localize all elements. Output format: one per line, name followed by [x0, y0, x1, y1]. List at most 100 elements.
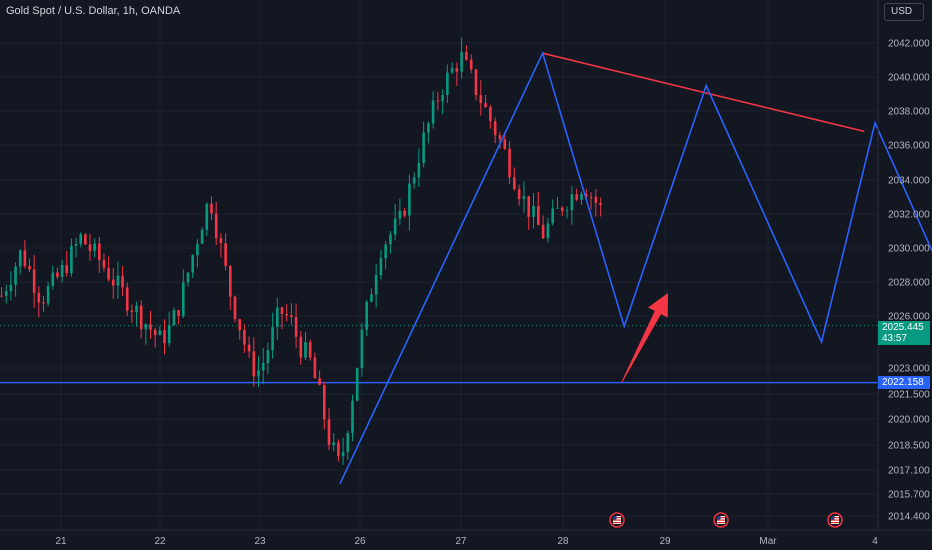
candle-body: [266, 350, 270, 364]
candle-body: [537, 205, 540, 225]
price-axis[interactable]: 2042.000 2040.000 2038.000 2036.000 2034.000…: [877, 0, 930, 530]
us-flag-icon: [609, 512, 625, 528]
candle-body: [125, 287, 129, 311]
candle-body: [417, 163, 421, 178]
candle-body: [551, 208, 554, 224]
candle-body: [70, 245, 73, 274]
drawings: [339, 50, 932, 485]
flag-stripe: [717, 517, 725, 519]
candle-body: [51, 272, 55, 286]
candle-body: [503, 139, 507, 149]
candle-body: [182, 282, 185, 316]
flag-stripe: [613, 519, 621, 521]
candle-body: [484, 103, 487, 108]
candle-body: [56, 272, 59, 277]
candle-body: [493, 121, 497, 136]
candle-body: [370, 294, 373, 302]
candle-body: [79, 234, 83, 244]
candle-body: [0, 295, 3, 297]
candle-body: [191, 255, 194, 273]
candle-body: [23, 250, 27, 267]
candle-body: [163, 330, 166, 344]
horizontal-lines: [0, 325, 878, 384]
candle-body: [398, 210, 402, 219]
projection-arrow: [621, 293, 668, 383]
candle-body: [205, 203, 209, 230]
candle-body: [427, 123, 430, 133]
price-tick-label: 2026.000: [888, 312, 930, 323]
candle-body: [323, 384, 326, 420]
candle-body: [247, 344, 251, 352]
price-tick-label: 2040.000: [888, 73, 930, 84]
flag-stripe: [831, 522, 839, 524]
candle-body: [121, 275, 124, 288]
candle-body: [139, 305, 143, 330]
flag-canton: [717, 516, 721, 520]
candle-body: [252, 351, 256, 377]
time-tick-label: 23: [254, 536, 266, 547]
candle-body: [408, 183, 411, 216]
price-tick-label: 2038.000: [888, 107, 930, 118]
candle-body: [441, 94, 444, 102]
candle-body: [332, 442, 335, 446]
candle-body: [436, 100, 440, 102]
candle-body: [365, 301, 368, 330]
candle-body: [111, 279, 115, 286]
flag-canton: [831, 516, 835, 520]
time-axis[interactable]: 21 22 23 26 27 28 29 Mar 4: [0, 529, 932, 547]
candle-body: [327, 419, 331, 446]
candle-body: [290, 315, 293, 318]
candle-body: [304, 342, 307, 358]
candle-body: [46, 285, 50, 304]
time-tick-label: 28: [557, 536, 569, 547]
candle-body: [42, 302, 45, 304]
candle-body: [285, 314, 288, 316]
candle-body: [570, 194, 574, 211]
time-tick-label: Mar: [759, 536, 777, 547]
flag-canton: [613, 516, 617, 520]
candle-body: [60, 265, 64, 277]
candle-body: [431, 100, 435, 124]
currency-button[interactable]: USD: [884, 3, 924, 21]
candle-body: [271, 326, 274, 351]
candle-body: [527, 196, 531, 217]
candle-body: [200, 229, 204, 244]
candle-body: [589, 196, 593, 198]
flag-stripe: [717, 519, 725, 521]
candle-body: [560, 207, 564, 211]
candle-body: [580, 193, 583, 200]
us-flag-icon: [827, 512, 843, 528]
candle-body: [74, 243, 78, 246]
chart-grid: [0, 0, 878, 530]
candle-body: [144, 324, 148, 330]
candle-body: [508, 148, 511, 178]
candle-body: [32, 269, 36, 293]
candle-body: [360, 329, 364, 369]
candle-body: [446, 72, 449, 95]
candle-body: [546, 223, 550, 239]
candle-body: [522, 196, 526, 200]
candle-body: [243, 330, 246, 345]
candle-body: [403, 210, 406, 216]
candle-body: [313, 357, 317, 379]
candle-body: [158, 330, 162, 336]
candle-body: [214, 213, 218, 239]
candle-body: [513, 177, 516, 190]
candle-body: [565, 210, 569, 212]
candle-body: [318, 378, 321, 385]
price-tick-label: 2036.000: [888, 141, 930, 152]
candle-body: [489, 107, 492, 122]
countdown-label: 43:57: [882, 333, 908, 344]
candle-body: [219, 238, 223, 244]
candle-body: [584, 193, 588, 197]
candle-body: [374, 275, 378, 295]
time-tick-label: 22: [154, 536, 166, 547]
flag-stripe: [613, 517, 621, 519]
us-flag-icon: [713, 512, 729, 528]
candle-body: [167, 325, 171, 344]
time-tick-label: 27: [455, 536, 467, 547]
event-markers: [609, 512, 843, 528]
candle-body: [116, 275, 120, 286]
current-price-tag: 2025.445 43:57: [878, 321, 930, 345]
